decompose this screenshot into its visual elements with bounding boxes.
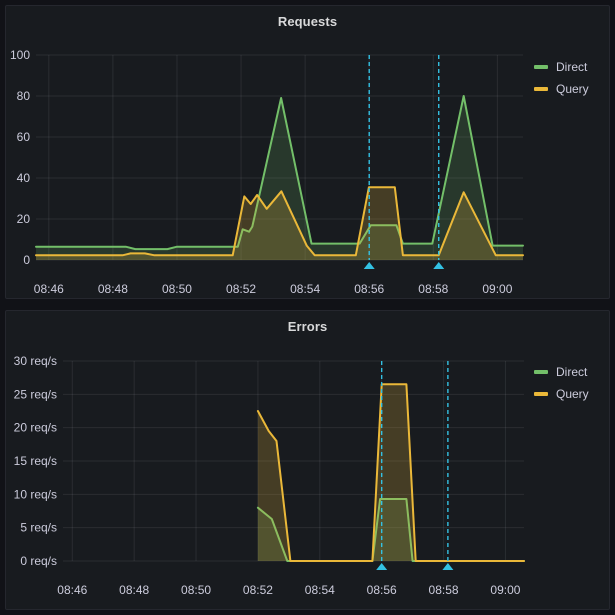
series-line-direct: [35, 95, 524, 251]
x-tick-label: 08:58: [418, 282, 448, 296]
x-tick-label: 08:54: [290, 282, 320, 296]
series-fill-query: [257, 384, 524, 561]
x-tick-label: 09:00: [490, 583, 520, 597]
legend-swatch-icon: [534, 65, 548, 69]
panel-title-errors[interactable]: Errors: [287, 319, 328, 334]
panel-errors: Errors 08:46 08:48 08:50 08:52 08:54 08:56 08:…: [5, 310, 610, 610]
y-tick-label: 0 req/s: [20, 554, 57, 568]
legend-swatch-icon: [534, 370, 548, 374]
y-tick-label: 60: [17, 130, 31, 144]
series-fill-direct: [257, 499, 524, 561]
y-tick-label: 25 req/s: [14, 387, 57, 401]
annotation-marker-icon[interactable]: [376, 563, 388, 570]
errors-chart-plot[interactable]: 08:46 08:48 08:50 08:52 08:54 08:56 08:58 09:00…: [6, 343, 534, 609]
y-tick-label: 20 req/s: [14, 421, 57, 435]
x-tick-label: 08:46: [57, 583, 87, 597]
annotation-marker-icon[interactable]: [442, 563, 454, 570]
x-tick-label: 08:48: [98, 282, 128, 296]
x-tick-label: 08:50: [181, 583, 211, 597]
panel-body-requests: 08:46 08:48 08:50 08:52 08:54 08:56 08:58 09:00…: [6, 38, 609, 298]
x-tick-label: 08:52: [243, 583, 273, 597]
legend-item-direct[interactable]: Direct: [534, 361, 609, 383]
series-line-query: [256, 383, 525, 562]
requests-legend: Direct Query: [534, 38, 609, 298]
series-fill-direct: [36, 96, 523, 260]
panel-title-requests[interactable]: Requests: [277, 14, 338, 29]
requests-chart-plot[interactable]: 08:46 08:48 08:50 08:52 08:54 08:56 08:58 09:00…: [6, 38, 534, 298]
legend-label: Query: [556, 387, 589, 401]
legend-item-query[interactable]: Query: [534, 383, 609, 405]
y-tick-label: 5 req/s: [20, 521, 57, 535]
x-tick-label: 08:48: [119, 583, 149, 597]
legend-swatch-icon: [534, 87, 548, 91]
y-tick-label: 40: [17, 171, 31, 185]
y-tick-label: 20: [17, 212, 31, 226]
panel-requests: Requests 08:46 08:48 08:50 08:52 08:54 08:56 0…: [5, 5, 610, 299]
x-tick-label: 08:58: [429, 583, 459, 597]
x-tick-label: 08:56: [367, 583, 397, 597]
legend-item-query[interactable]: Query: [534, 78, 609, 100]
y-tick-label: 15 req/s: [14, 454, 57, 468]
legend-label: Direct: [556, 60, 588, 74]
x-tick-label: 08:50: [162, 282, 192, 296]
legend-label: Query: [556, 82, 589, 96]
panel-body-errors: 08:46 08:48 08:50 08:52 08:54 08:56 08:58 09:00…: [6, 343, 609, 609]
errors-legend: Direct Query: [534, 343, 609, 609]
x-tick-label: 08:56: [354, 282, 384, 296]
annotation-marker-icon[interactable]: [363, 262, 375, 269]
annotation-marker-icon[interactable]: [433, 262, 445, 269]
y-tick-label: 10 req/s: [14, 487, 57, 501]
x-tick-label: 08:46: [34, 282, 64, 296]
series-line-query: [35, 186, 524, 257]
x-tick-label: 08:52: [226, 282, 256, 296]
x-tick-label: 08:54: [305, 583, 335, 597]
legend-swatch-icon: [534, 392, 548, 396]
y-tick-label: 100: [10, 48, 30, 62]
legend-label: Direct: [556, 365, 588, 379]
x-tick-label: 09:00: [482, 282, 512, 296]
y-tick-label: 30 req/s: [14, 354, 57, 368]
series-line-direct: [256, 498, 525, 562]
y-tick-label: 80: [17, 89, 31, 103]
y-tick-label: 0: [23, 253, 30, 267]
legend-item-direct[interactable]: Direct: [534, 56, 609, 78]
